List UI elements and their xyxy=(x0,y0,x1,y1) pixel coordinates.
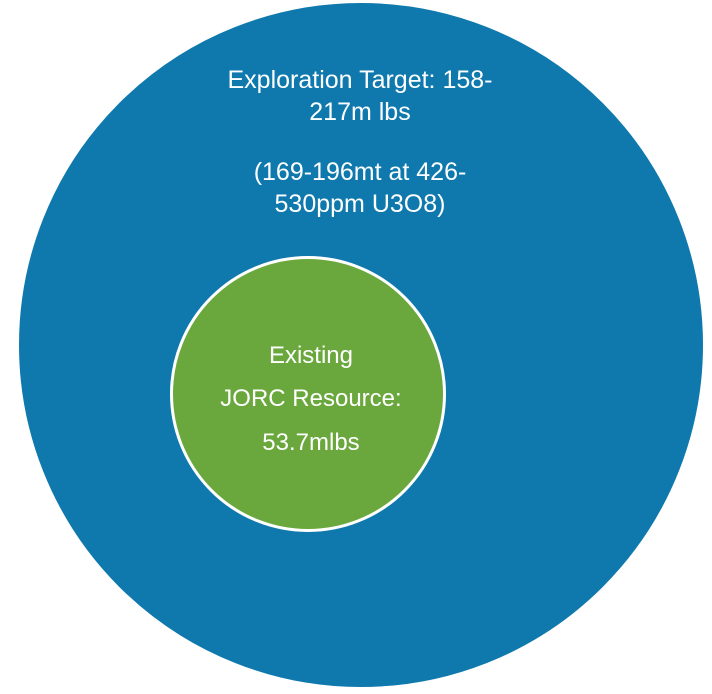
exploration-target-line-1: Exploration Target: 158- xyxy=(227,66,493,94)
jorc-resource-line-3: 53.7mlbs xyxy=(262,429,360,456)
exploration-detail-line-1: (169-196mt at 426- xyxy=(253,158,467,186)
jorc-resource-circle xyxy=(170,256,446,532)
exploration-target-detail: (169-196mt at 426- 530ppm U3O8) xyxy=(180,156,540,220)
exploration-target-line-2: 217m lbs xyxy=(309,98,411,126)
exploration-target-title: Exploration Target: 158- 217m lbs xyxy=(180,64,540,128)
jorc-resource-line-2: JORC Resource: xyxy=(220,385,402,412)
jorc-resource-line-1: Existing xyxy=(268,342,354,369)
exploration-detail-line-2: 530ppm U3O8) xyxy=(274,190,446,218)
